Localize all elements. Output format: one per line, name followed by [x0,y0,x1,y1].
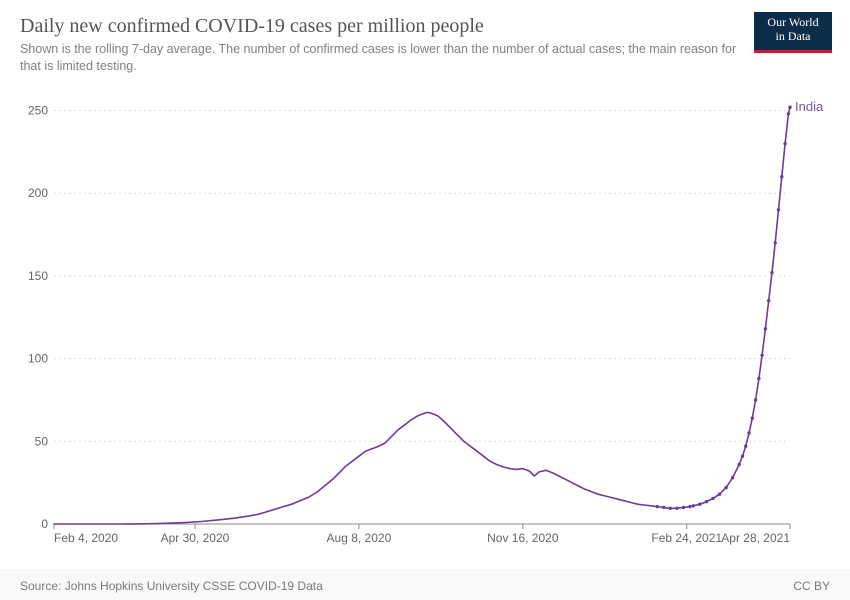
data-marker [724,486,727,489]
data-marker [788,106,791,109]
series-label: India [795,99,824,114]
x-tick-label: Apr 30, 2020 [161,531,230,545]
chart-area: 0 50 100 150 200 250 Feb 4, 2020 Apr 30, 2020 Au… [20,88,832,552]
data-marker [705,500,708,503]
y-tick-label: 150 [28,269,48,283]
line-chart-svg: 0 50 100 150 200 250 Feb 4, 2020 Apr 30, 2020 Au… [20,88,832,552]
y-tick-label: 0 [41,517,48,531]
data-marker [675,507,678,510]
data-marker [656,505,659,508]
data-marker [692,504,695,507]
data-marker [741,455,744,458]
chart-title: Daily new confirmed COVID-19 cases per m… [20,14,830,38]
owid-logo: Our World in Data [754,12,832,53]
chart-subtitle: Shown is the rolling 7-day average. The … [20,41,760,75]
data-marker [787,112,790,115]
data-marker [738,463,741,466]
y-tick-label: 50 [35,434,49,448]
license-text: CC BY [793,579,830,593]
data-marker [770,271,773,274]
data-marker [698,503,701,506]
data-marker [682,506,685,509]
y-tick-label: 200 [28,186,48,200]
x-tick-label: Feb 24, 2021 [651,531,722,545]
x-tick-label: Nov 16, 2020 [487,531,559,545]
series-line-india [54,107,790,524]
chart-footer: Source: Johns Hopkins University CSSE CO… [0,570,850,600]
data-marker [718,493,721,496]
y-tick-label: 250 [28,104,48,118]
data-marker [760,354,763,357]
data-marker [688,505,691,508]
x-tick-label: Apr 28, 2021 [721,531,790,545]
data-marker [777,208,780,211]
logo-line2: in Data [754,30,832,44]
data-marker [783,142,786,145]
data-marker [747,431,750,434]
data-marker [744,445,747,448]
data-marker [711,497,714,500]
y-tick-label: 100 [28,352,48,366]
data-marker [780,175,783,178]
data-marker [764,327,767,330]
data-marker [731,476,734,479]
data-marker [754,398,757,401]
source-text: Source: Johns Hopkins University CSSE CO… [20,579,323,593]
x-tick-label: Feb 4, 2020 [54,531,118,545]
x-tick-label: Aug 8, 2020 [327,531,392,545]
data-marker [751,417,754,420]
data-marker [774,241,777,244]
data-marker [757,377,760,380]
logo-line1: Our World [754,16,832,30]
data-marker [669,507,672,510]
data-marker [767,299,770,302]
data-marker [662,506,665,509]
